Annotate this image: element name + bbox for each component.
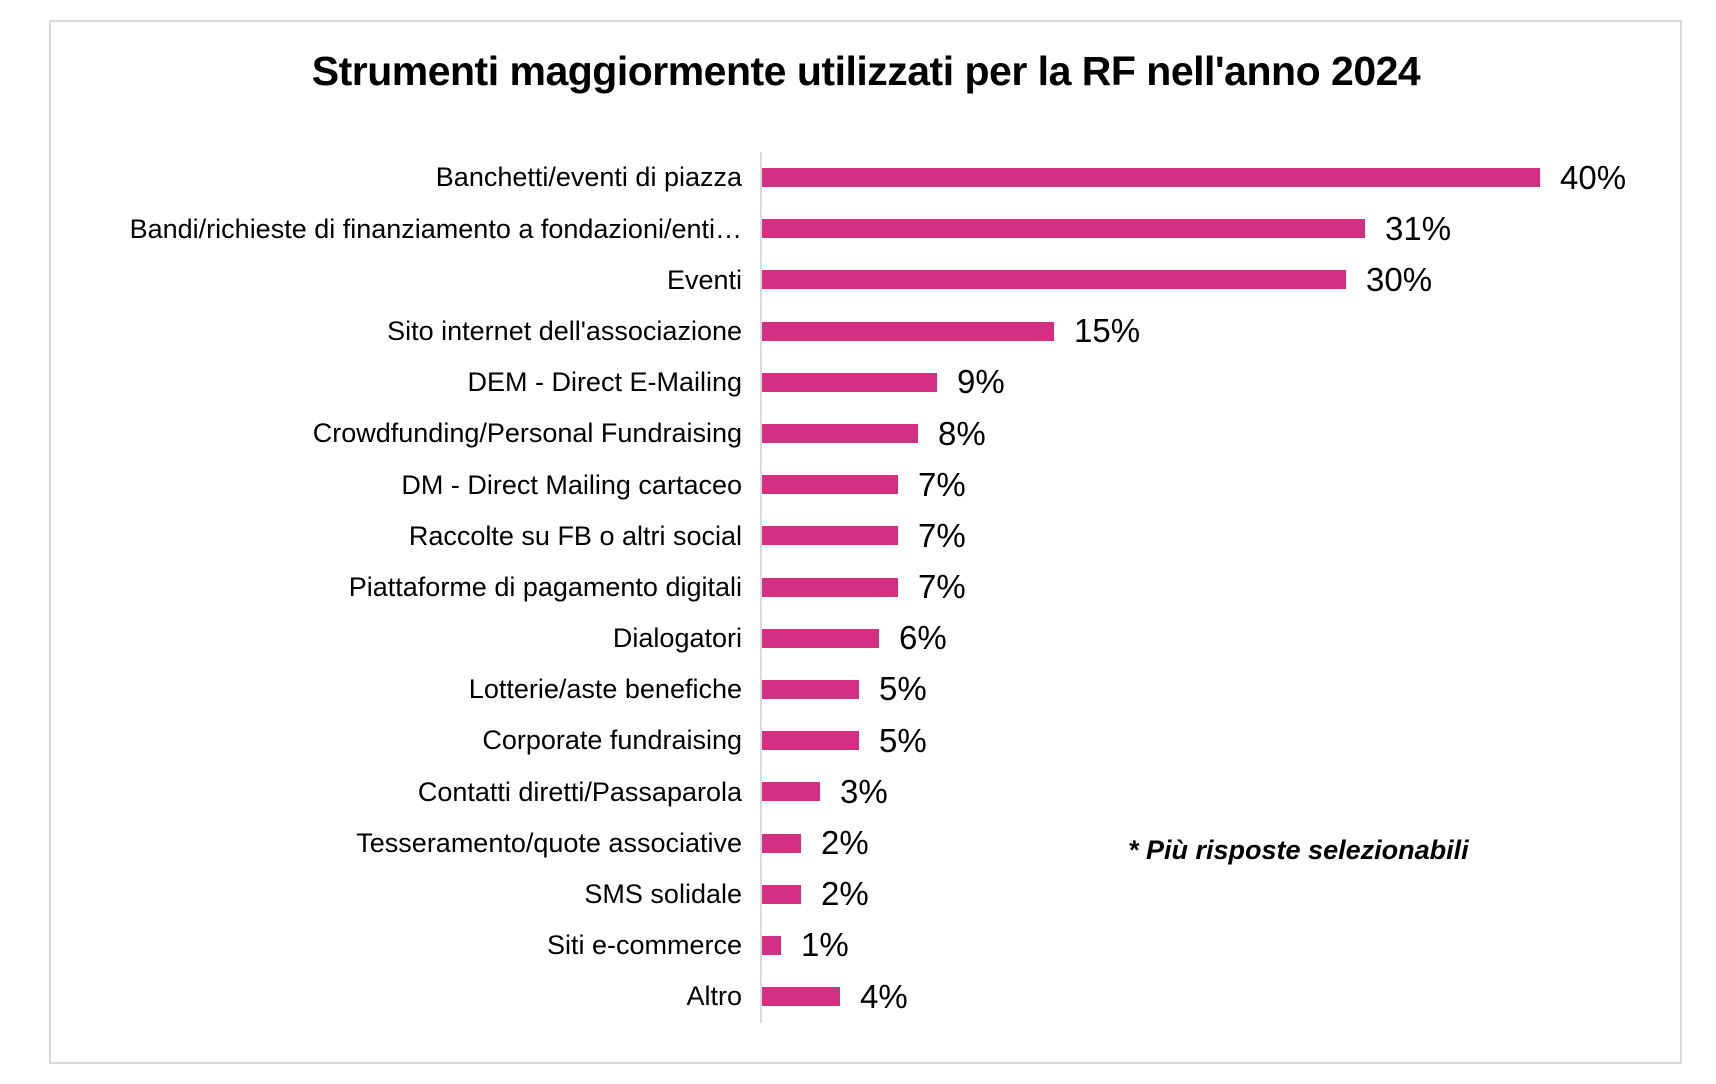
bar bbox=[762, 526, 898, 546]
bar-zone: 31% bbox=[760, 210, 1716, 248]
chart-title: Strumenti maggiormente utilizzati per la… bbox=[311, 48, 1421, 94]
category-label: Raccolte su FB o altri social bbox=[408, 520, 742, 551]
bar-zone: 5% bbox=[760, 670, 1716, 708]
bar-zone: 7% bbox=[760, 517, 1716, 555]
value-label: 3% bbox=[840, 772, 888, 810]
bar-zone: 30% bbox=[760, 261, 1716, 299]
category-label: Lotterie/aste benefiche bbox=[468, 674, 742, 705]
value-label: 30% bbox=[1366, 260, 1433, 298]
value-label: 5% bbox=[879, 721, 927, 759]
bar bbox=[762, 321, 1054, 341]
bar-row: Crowdfunding/Personal Fundraising 8% bbox=[0, 408, 1716, 459]
bar bbox=[762, 168, 1540, 188]
bar-row: Bandi/richieste di finanziamento a fonda… bbox=[0, 203, 1716, 254]
bar bbox=[762, 424, 918, 444]
bar-row: Raccolte su FB o altri social 7% bbox=[0, 510, 1716, 561]
bar bbox=[762, 935, 781, 955]
category-label: SMS solidale bbox=[584, 879, 742, 910]
bar-row: Sito internet dell'associazione 15% bbox=[0, 306, 1716, 357]
value-label: 9% bbox=[957, 363, 1005, 401]
bar-zone: 5% bbox=[760, 722, 1716, 760]
category-label: Banchetti/eventi di piazza bbox=[435, 162, 742, 193]
bar-row: Contatti diretti/Passaparola 3% bbox=[0, 766, 1716, 817]
bar-zone: 2% bbox=[760, 875, 1716, 913]
bar-row: Altro 4% bbox=[0, 971, 1716, 1022]
category-label: Bandi/richieste di finanziamento a fonda… bbox=[129, 213, 742, 244]
bar-row: DM - Direct Mailing cartaceo 7% bbox=[0, 459, 1716, 510]
bar bbox=[762, 987, 840, 1007]
value-label: 2% bbox=[821, 875, 869, 913]
bar-zone: 7% bbox=[760, 568, 1716, 606]
category-label: Dialogatori bbox=[612, 623, 742, 654]
bar-row: Tesseramento/quote associative 2% bbox=[0, 817, 1716, 868]
bar-row: Dialogatori 6% bbox=[0, 613, 1716, 664]
bar bbox=[762, 628, 879, 648]
bar bbox=[762, 679, 859, 699]
category-label: Tesseramento/quote associative bbox=[356, 827, 742, 858]
category-label: Siti e-commerce bbox=[546, 930, 742, 961]
value-label: 15% bbox=[1074, 312, 1141, 350]
value-label: 1% bbox=[801, 926, 849, 964]
y-axis-line bbox=[760, 152, 762, 1023]
category-label: Piattaforme di pagamento digitali bbox=[348, 571, 742, 602]
plot-area: Banchetti/eventi di piazza 40% Bandi/richi… bbox=[0, 152, 1716, 1022]
bar-row: Eventi 30% bbox=[0, 254, 1716, 305]
value-label: 40% bbox=[1560, 158, 1627, 196]
bar-row: Banchetti/eventi di piazza 40% bbox=[0, 152, 1716, 203]
bar-zone: 3% bbox=[760, 773, 1716, 811]
category-label: Altro bbox=[686, 981, 742, 1012]
bar-zone: 8% bbox=[760, 415, 1716, 453]
value-label: 2% bbox=[821, 824, 869, 862]
value-label: 7% bbox=[918, 516, 966, 554]
bar-row: Lotterie/aste benefiche 5% bbox=[0, 664, 1716, 715]
category-label: Contatti diretti/Passaparola bbox=[417, 776, 742, 807]
bar-zone: 40% bbox=[760, 159, 1716, 197]
bar bbox=[762, 782, 820, 802]
bar bbox=[762, 833, 801, 853]
bar-row: Corporate fundraising 5% bbox=[0, 715, 1716, 766]
value-label: 6% bbox=[899, 619, 947, 657]
bar-row: DEM - Direct E-Mailing 9% bbox=[0, 357, 1716, 408]
annotation-note: * Più risposte selezionabili bbox=[1128, 835, 1469, 865]
category-label: Sito internet dell'associazione bbox=[387, 315, 742, 346]
value-label: 31% bbox=[1385, 209, 1452, 247]
category-label: Crowdfunding/Personal Fundraising bbox=[312, 418, 742, 449]
bar-zone: 2% bbox=[760, 824, 1716, 862]
category-label: DEM - Direct E-Mailing bbox=[467, 367, 742, 398]
value-label: 8% bbox=[938, 414, 986, 452]
bar-zone: 7% bbox=[760, 466, 1716, 504]
bar-zone: 15% bbox=[760, 312, 1716, 350]
category-label: DM - Direct Mailing cartaceo bbox=[401, 469, 742, 500]
bar-zone: 9% bbox=[760, 363, 1716, 401]
bar bbox=[762, 219, 1365, 239]
value-label: 7% bbox=[918, 568, 966, 606]
value-label: 5% bbox=[879, 670, 927, 708]
value-label: 7% bbox=[918, 465, 966, 503]
value-label: 4% bbox=[860, 977, 908, 1015]
bar-zone: 6% bbox=[760, 619, 1716, 657]
category-label: Eventi bbox=[666, 264, 742, 295]
bar-row: Siti e-commerce 1% bbox=[0, 920, 1716, 971]
bar bbox=[762, 270, 1346, 290]
bar-zone: 4% bbox=[760, 978, 1716, 1016]
bar-row: SMS solidale 2% bbox=[0, 869, 1716, 920]
bar-zone: 1% bbox=[760, 926, 1716, 964]
bar bbox=[762, 475, 898, 495]
bar bbox=[762, 731, 859, 751]
bar bbox=[762, 884, 801, 904]
bar-row: Piattaforme di pagamento digitali 7% bbox=[0, 562, 1716, 613]
category-label: Corporate fundraising bbox=[482, 725, 742, 756]
bar bbox=[762, 372, 937, 392]
bar bbox=[762, 577, 898, 597]
